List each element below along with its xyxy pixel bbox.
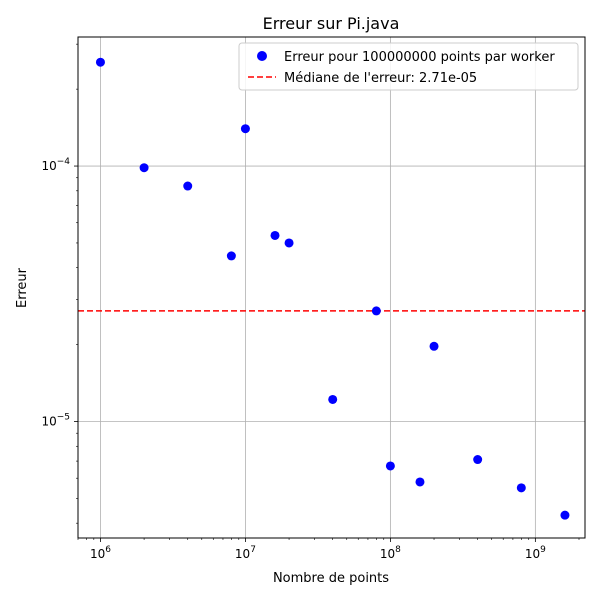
x-tick-label: 107	[235, 545, 256, 561]
data-point	[429, 341, 439, 351]
legend-marker-scatter	[257, 51, 267, 61]
grid-lines	[78, 37, 585, 538]
y-axis-ticks: 10−4 10−5	[41, 43, 78, 524]
data-point	[328, 394, 338, 404]
data-point	[95, 57, 105, 67]
y-axis-label: Erreur	[15, 267, 30, 308]
chart-title: Erreur sur Pi.java	[263, 14, 400, 33]
data-point	[183, 181, 193, 191]
data-point	[371, 306, 381, 316]
data-point	[240, 124, 250, 134]
legend-box	[238, 42, 579, 91]
legend-label-scatter: Erreur pour 100000000 points par worker	[284, 50, 555, 65]
data-point	[226, 251, 236, 261]
y-tick-label: 10−4	[41, 157, 70, 173]
data-point	[516, 483, 526, 493]
y-tick-label: 10−5	[41, 413, 70, 429]
data-point	[385, 461, 395, 471]
legend-label-median: Médiane de l'erreur: 2.71e-05	[284, 71, 477, 86]
data-point	[270, 230, 280, 240]
plot-frame	[77, 36, 586, 539]
x-axis-label: Nombre de points	[273, 571, 389, 586]
x-axis-ticks: 106 107 108 109	[77, 538, 580, 561]
x-tick-label: 106	[90, 545, 111, 561]
data-point	[415, 477, 425, 487]
data-points	[95, 57, 570, 520]
x-tick-label: 108	[380, 545, 401, 561]
legend: Erreur pour 100000000 points par worker …	[238, 42, 579, 91]
data-point	[473, 455, 483, 465]
data-point	[139, 163, 149, 173]
x-tick-label: 109	[525, 545, 546, 561]
data-point	[560, 510, 570, 520]
data-point	[284, 238, 294, 248]
